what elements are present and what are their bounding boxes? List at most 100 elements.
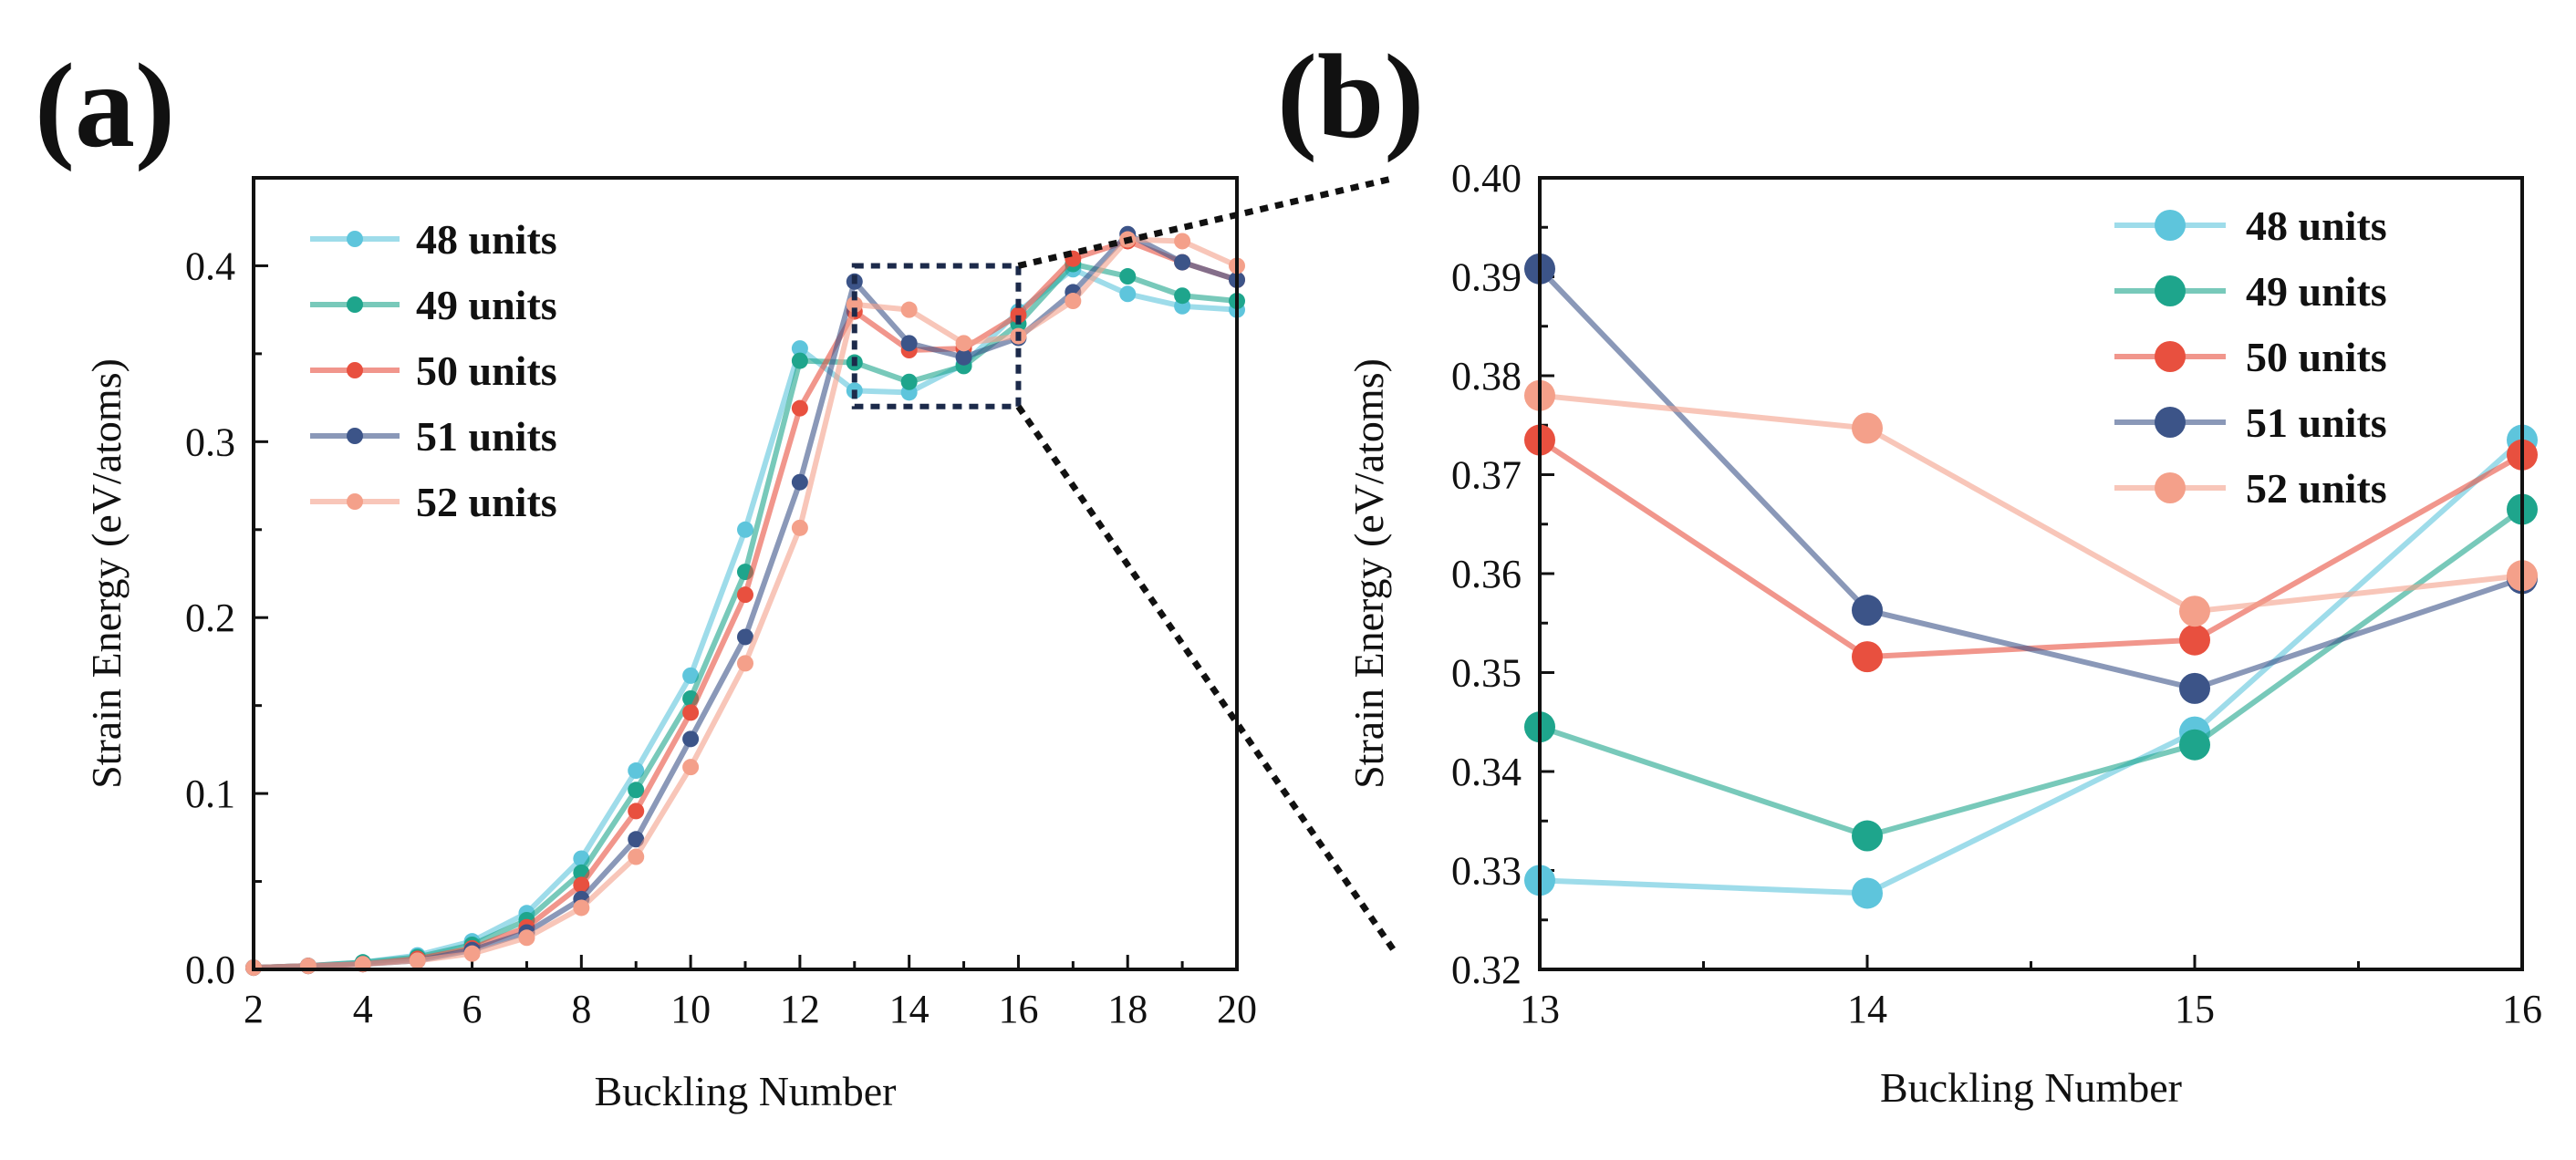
legend-marker-a [347, 493, 363, 510]
data-point-a [737, 628, 753, 646]
data-point-a [791, 340, 808, 357]
data-point-b [1852, 877, 1883, 909]
y-tick-labels-b: 0.32 0.33 0.34 0.35 0.36 0.37 0.38 0.39 0.40 [1451, 156, 1522, 992]
data-point-b [2179, 596, 2210, 627]
zoom-box [851, 263, 1022, 409]
data-point-b [2179, 672, 2210, 704]
zoom-connector-top [1017, 174, 1397, 269]
legend-a: 48 units 49 units 50 units 51 units 52 units [310, 216, 557, 525]
data-point-a [682, 759, 700, 776]
series-line-b [1539, 438, 2524, 896]
x-tick-label-a: 14 [889, 987, 930, 1031]
data-point-a [1119, 285, 1137, 303]
data-point-a [900, 373, 918, 390]
x-tick-label-a: 8 [571, 987, 591, 1031]
x-tick-label-a: 12 [780, 987, 820, 1031]
legend-marker-b [2155, 407, 2186, 438]
legend-marker-a [347, 362, 363, 378]
data-point-a [791, 352, 808, 369]
x-tick-label-b: 13 [1520, 987, 1560, 1031]
legend-label-b: 50 units [2246, 334, 2387, 380]
data-point-a [1119, 268, 1137, 285]
x-tick-label-b: 16 [2502, 987, 2542, 1031]
legend-marker-b [2155, 341, 2186, 372]
data-point-a [1174, 254, 1191, 271]
chart-panel-b: 13 14 15 16 0.320.330.340.350.360.370.380.3… [1345, 156, 2542, 1111]
data-point-a [628, 803, 645, 820]
legend-label-b: 48 units [2246, 202, 2387, 249]
legend-marker-b [2155, 275, 2186, 306]
data-point-a [682, 667, 700, 684]
data-point-a [1174, 233, 1191, 250]
data-point-a [409, 952, 426, 969]
series-line-b [1537, 266, 2523, 691]
x-tick-labels-a: 2 4 6 8 10 12 14 16 18 20 [244, 987, 1257, 1031]
data-point-b [2179, 729, 2210, 761]
data-point-a [900, 301, 918, 318]
y-tick-label-a: 0.1 [185, 772, 235, 816]
data-point-a [900, 335, 918, 352]
y-tick-label-a: 0.3 [185, 419, 235, 464]
legend-marker-a [347, 296, 363, 313]
x-axis-title-a: Buckling Number [595, 1068, 897, 1114]
plot-frame-b [1538, 176, 2524, 971]
y-axis-title-a: Strain Energy (eV/atoms) [83, 358, 130, 789]
series-line-b [1539, 392, 2523, 615]
data-point-a [628, 762, 645, 780]
data-point-a [518, 929, 535, 947]
x-tick-labels-b: 13 14 15 16 [1520, 987, 2542, 1031]
data-point-a [737, 586, 753, 604]
data-point-a [791, 519, 808, 536]
legend-label-a: 50 units [416, 347, 557, 394]
data-point-a [791, 473, 808, 491]
y-tick-labels-a: 0.0 0.1 0.2 0.3 0.4 [185, 243, 235, 992]
data-point-a [1010, 306, 1027, 324]
data-point-a [737, 655, 753, 672]
data-point-a [846, 295, 863, 313]
legend-label-b: 52 units [2246, 465, 2387, 512]
data-point-a [628, 831, 645, 848]
data-point-b [1852, 595, 1883, 627]
x-tick-label-a: 18 [1107, 987, 1148, 1031]
data-point-a [299, 958, 317, 975]
x-tick-label-a: 4 [353, 987, 373, 1031]
x-tick-label-a: 16 [998, 987, 1038, 1031]
data-point-b [1852, 412, 1883, 444]
x-axis-title-b: Buckling Number [1880, 1064, 2182, 1111]
chart-panel-a: 2 4 6 8 10 12 14 16 18 20 0.0 0.1 0.2 0.3 0.4 Bucklin… [83, 176, 1257, 1114]
legend-label-a: 51 units [416, 413, 557, 460]
x-tick-label-a: 2 [244, 987, 264, 1031]
data-point-a [682, 704, 700, 721]
x-tick-label-b: 14 [1847, 987, 1887, 1031]
data-point-a [463, 945, 481, 962]
series-layer-a [245, 225, 1245, 977]
legend-marker-b [2155, 472, 2186, 503]
legend-label-a: 52 units [416, 479, 557, 525]
data-point-a [791, 399, 808, 417]
y-axis-title-b: Strain Energy (eV/atoms) [1345, 358, 1392, 789]
data-point-a [573, 899, 590, 917]
data-point-a [573, 876, 590, 894]
y-tick-label-a: 0.2 [185, 596, 235, 640]
legend-label-b: 51 units [2246, 399, 2387, 446]
legend-marker-b [2155, 210, 2186, 241]
data-point-a [737, 521, 753, 538]
data-point-a [1065, 293, 1082, 310]
data-point-a [955, 348, 972, 366]
y-tick-label-a: 0.0 [185, 948, 235, 992]
data-point-a [955, 335, 972, 352]
x-tick-label-a: 10 [670, 987, 711, 1031]
y-tick-label-b: 0.40 [1451, 156, 1522, 201]
legend-label-b: 49 units [2246, 268, 2387, 315]
y-tick-label-b: 0.33 [1451, 849, 1522, 894]
data-point-a [682, 730, 700, 748]
y-tick-label-b: 0.38 [1451, 354, 1522, 399]
x-tick-label-a: 20 [1217, 987, 1257, 1031]
x-tick-label-b: 15 [2175, 987, 2215, 1031]
y-tick-label-b: 0.36 [1451, 552, 1522, 596]
series-line-b [1539, 507, 2524, 839]
data-point-a [628, 782, 645, 799]
legend-b: 48 units 49 units 50 units 51 units 52 units [2114, 202, 2387, 512]
y-tick-label-b: 0.34 [1451, 750, 1522, 794]
panel-label-b: (b) [1277, 29, 1424, 163]
